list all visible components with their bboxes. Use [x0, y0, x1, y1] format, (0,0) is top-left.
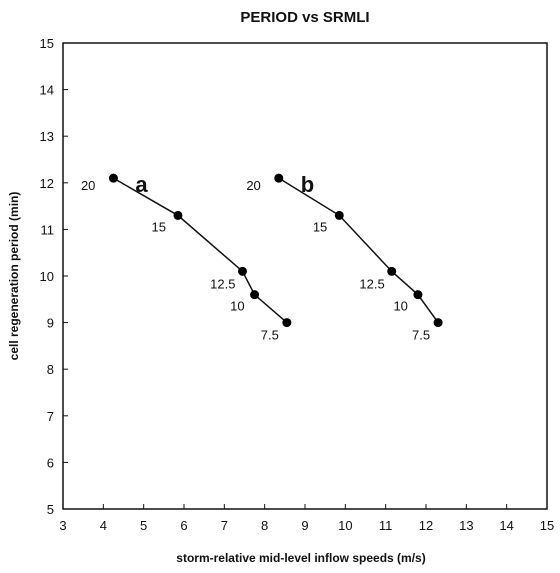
data-point	[387, 266, 397, 276]
y-tick-label: 7	[47, 409, 54, 424]
data-point	[274, 173, 284, 183]
y-tick-label: 9	[47, 316, 54, 331]
data-point	[334, 210, 344, 220]
y-tick-label: 15	[40, 36, 54, 51]
point-label: 20	[81, 178, 95, 193]
x-tick-label: 14	[499, 518, 513, 533]
point-label: 7.5	[412, 328, 430, 343]
series-b: 20 15 12.5 10 7.5 b	[246, 172, 443, 343]
point-label: 20	[246, 178, 260, 193]
series-name-label: a	[135, 172, 148, 197]
x-tick-label: 8	[261, 518, 268, 533]
y-axis-label: cell regeneration period (min)	[7, 192, 21, 361]
point-label: 10	[230, 299, 244, 314]
y-tick-label: 12	[40, 176, 54, 191]
y-tick-label: 11	[41, 222, 55, 237]
x-tick-label: 6	[180, 518, 187, 533]
x-tick-label: 3	[59, 518, 66, 533]
x-tick-label: 11	[379, 518, 393, 533]
x-tick-label: 10	[338, 518, 352, 533]
y-tick-label: 10	[40, 269, 54, 284]
y-tick-label: 14	[40, 83, 54, 98]
point-label: 7.5	[261, 328, 279, 343]
x-tick-label: 13	[459, 518, 473, 533]
x-tick-label: 15	[540, 518, 554, 533]
point-label: 12.5	[359, 276, 384, 291]
y-tick-label: 8	[47, 362, 54, 377]
data-point	[250, 290, 260, 300]
y-tick-label: 6	[47, 455, 54, 470]
data-point	[108, 173, 118, 183]
chart-title: PERIOD vs SRMLI	[240, 9, 369, 26]
x-axis: 3 4 5 6 7 8 9 10 11 12 13 14 15	[59, 504, 554, 533]
y-tick-label: 13	[40, 129, 54, 144]
x-tick-label: 5	[140, 518, 147, 533]
data-point	[237, 266, 247, 276]
point-label: 15	[151, 219, 165, 234]
x-axis-label: storm-relative mid-level inflow speeds (…	[176, 551, 425, 565]
series-layer: 20 15 12.5 10 7.5 a 20 15 12.5 10 7.5 b	[81, 172, 443, 343]
point-label: 12.5	[210, 276, 235, 291]
x-tick-label: 12	[419, 518, 433, 533]
data-point	[282, 318, 292, 328]
series-line	[278, 177, 439, 324]
point-label: 15	[313, 219, 327, 234]
point-label: 10	[393, 299, 407, 314]
x-tick-label: 4	[100, 518, 107, 533]
x-tick-label: 7	[221, 518, 228, 533]
x-tick-label: 9	[301, 518, 308, 533]
plot-frame	[62, 42, 548, 510]
y-tick-label: 5	[47, 502, 54, 517]
series-line	[113, 177, 288, 324]
data-point	[173, 210, 183, 220]
series-a: 20 15 12.5 10 7.5 a	[81, 172, 292, 343]
y-axis: 5 6 7 8 9 10 11 12 13 14 15	[40, 36, 68, 517]
data-point	[413, 290, 423, 300]
data-point	[433, 318, 443, 328]
series-name-label: b	[301, 172, 314, 197]
